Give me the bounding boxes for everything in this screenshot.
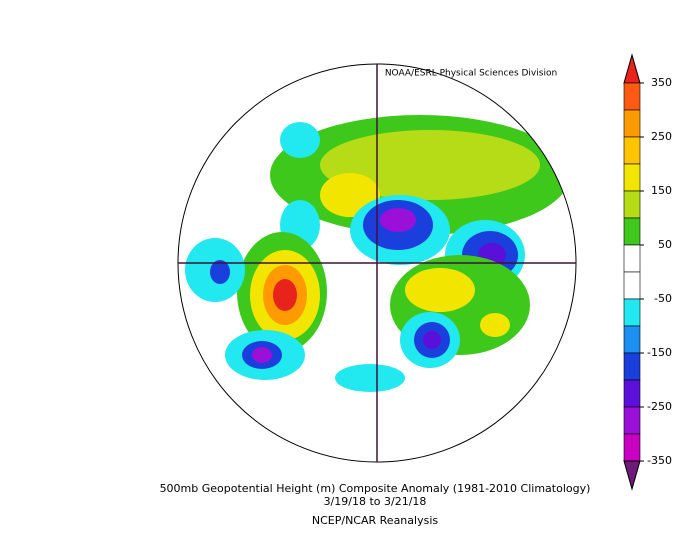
colorbar-swatch: [623, 190, 641, 219]
colorbar-label: -250: [647, 400, 672, 413]
colorbar-arrow: [623, 460, 641, 491]
footer-source: NCEP/NCAR Reanalysis: [312, 514, 438, 527]
colorbar-swatch: [623, 298, 641, 327]
colorbar-swatch: [623, 82, 641, 111]
colorbar-label: -50: [654, 292, 672, 305]
colorbar-label: -150: [647, 346, 672, 359]
colorbar-swatch: [623, 325, 641, 354]
colorbar-swatch: [623, 433, 641, 462]
colorbar-label: 150: [651, 184, 672, 197]
anomaly-map: [185, 115, 570, 392]
credit: NOAA/ESRL Physical Sciences Division: [385, 69, 557, 79]
footer-title: 500mb Geopotential Height (m) Composite …: [160, 482, 591, 495]
colorbar-arrow: [623, 53, 641, 84]
footer-dates: 3/19/18 to 3/21/18: [324, 495, 427, 508]
colorbar-swatch: [623, 136, 641, 165]
colorbar-swatch: [623, 109, 641, 138]
colorbar-swatch: [623, 271, 641, 300]
colorbar-swatch: [623, 217, 641, 246]
colorbar-label: 50: [658, 238, 672, 251]
colorbar-swatch: [623, 163, 641, 192]
colorbar-label: 250: [651, 130, 672, 143]
colorbar-label: -350: [647, 454, 672, 467]
colorbar-swatch: [623, 406, 641, 435]
colorbar-label: 350: [651, 76, 672, 89]
colorbar-swatch: [623, 244, 641, 273]
colorbar: 350 250 150 50 -50 -150 -250 -350: [623, 53, 672, 491]
colorbar-swatch: [623, 379, 641, 408]
colorbar-swatch: [623, 352, 641, 381]
